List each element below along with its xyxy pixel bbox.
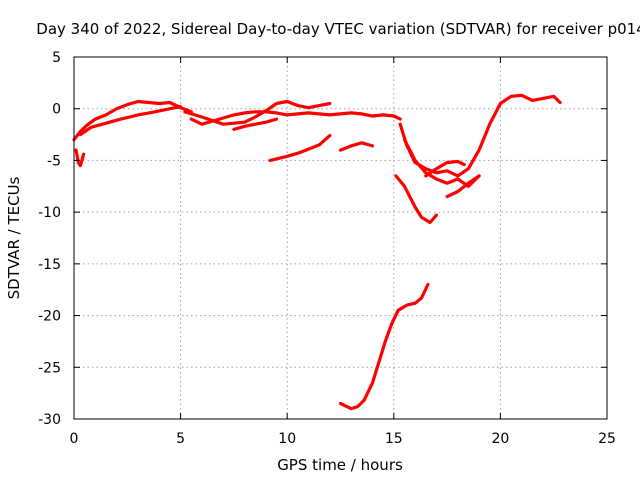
series-layer xyxy=(72,93,562,411)
series-line-arc-9 xyxy=(398,93,562,178)
plot-frame xyxy=(73,56,608,420)
y-tick-label: 0 xyxy=(52,102,61,118)
y-tick-label: -15 xyxy=(38,257,61,273)
y-tick-label: 5 xyxy=(52,50,61,66)
grid xyxy=(74,57,607,419)
x-tick-label: 25 xyxy=(598,431,616,447)
series-line-arc-6 xyxy=(232,117,279,131)
series-line-arc-3 xyxy=(78,104,183,137)
series-line-arc-7 xyxy=(268,134,332,162)
series-line-arc-14 xyxy=(338,282,430,411)
y-tick-label: -20 xyxy=(38,309,61,325)
x-tick-labels: 0 5 10 15 20 25 xyxy=(70,431,616,447)
series-line-arc-13 xyxy=(394,174,438,225)
series-line-arc-4 xyxy=(189,110,402,126)
series-line-arc-12 xyxy=(445,174,481,199)
x-axis-label: GPS time / hours xyxy=(277,456,403,474)
series-line-arc-8 xyxy=(338,141,375,152)
series-line-arc-1 xyxy=(72,99,193,142)
y-tick-label: -25 xyxy=(38,360,61,376)
x-tick-label: 20 xyxy=(491,431,509,447)
y-tick-label: -10 xyxy=(38,205,61,221)
series-line-arc-5 xyxy=(183,99,332,126)
series-line-arc-10 xyxy=(402,138,481,188)
series-line-arc-2 xyxy=(74,148,86,168)
y-tick-labels: 5 0 -5 -10 -15 -20 -25 -30 xyxy=(38,50,61,428)
y-tick-label: -5 xyxy=(47,153,61,169)
series-line-arc-11 xyxy=(424,159,466,178)
x-tick-label: 0 xyxy=(70,431,79,447)
ticks xyxy=(73,56,608,420)
x-tick-label: 5 xyxy=(176,431,185,447)
chart-title: Day 340 of 2022, Sidereal Day-to-day VTE… xyxy=(36,20,640,38)
y-tick-label: -30 xyxy=(38,412,61,428)
x-tick-label: 10 xyxy=(278,431,296,447)
y-axis-label: SDTVAR / TECUs xyxy=(5,176,23,299)
x-tick-label: 15 xyxy=(385,431,403,447)
